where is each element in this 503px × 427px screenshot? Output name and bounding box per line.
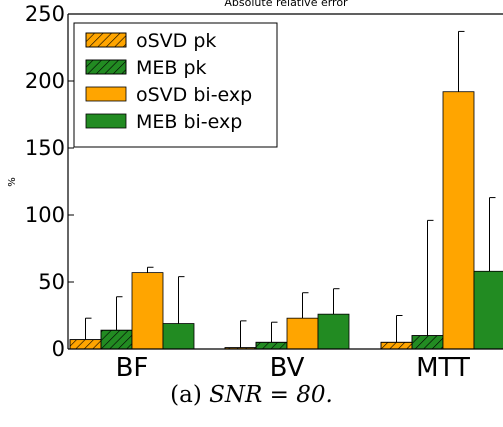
bar	[286, 317, 319, 350]
y-tick-label: 200	[25, 69, 65, 93]
chart-title: Absolute relative error	[224, 0, 348, 9]
legend-swatch-hatch	[85, 32, 127, 48]
bar-hatch	[100, 329, 133, 350]
bar-hatch	[255, 341, 288, 350]
bar	[131, 272, 164, 350]
legend-label: MEB bi-exp	[136, 111, 242, 133]
x-tick-label: MTT	[416, 353, 470, 383]
caption-prefix: (a)	[170, 382, 210, 408]
legend-swatch-hatch	[85, 59, 127, 75]
legend-swatch	[85, 113, 127, 129]
x-tick-label: BV	[270, 353, 305, 383]
bar	[317, 313, 350, 350]
y-tick-label: 0	[52, 337, 65, 361]
y-tick-label: 100	[25, 203, 65, 227]
legend-label: oSVD pk	[136, 30, 216, 52]
bar-hatch	[69, 339, 102, 350]
error-bars-group	[85, 30, 496, 348]
legend-swatch	[85, 86, 127, 102]
caption-formula: SNR = 80.	[209, 382, 333, 408]
y-tick-label: 250	[25, 2, 65, 26]
y-axis-label: %	[7, 177, 18, 187]
legend: oSVD pk MEB pk oSVD bi-exp MEB bi-exp	[73, 22, 278, 148]
y-tick-label: 150	[25, 136, 65, 160]
legend-label: MEB pk	[136, 57, 207, 79]
bar	[162, 323, 195, 350]
legend-label: oSVD bi-exp	[136, 84, 252, 106]
figure-caption: (a) SNR = 80.	[0, 382, 503, 408]
bar	[442, 91, 475, 350]
axes-group: 0 50 100 150 200 250 BF BV MTT	[25, 2, 503, 383]
bar-hatch	[380, 341, 413, 350]
x-tick-label: BF	[116, 353, 149, 383]
bar	[473, 270, 503, 350]
bar-hatch	[411, 335, 444, 350]
y-tick-label: 50	[38, 270, 65, 294]
